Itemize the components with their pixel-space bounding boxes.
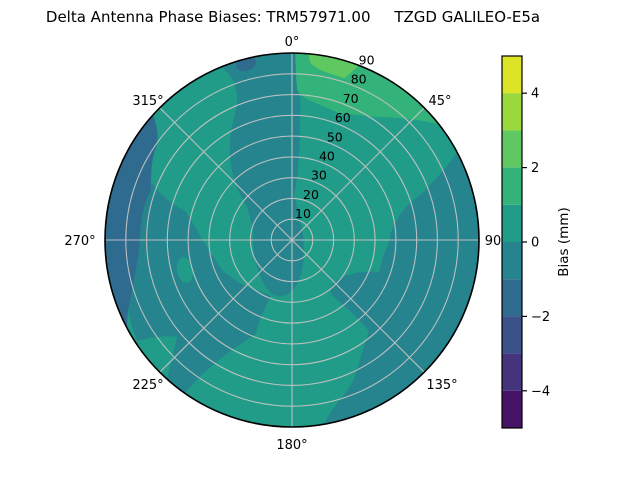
- elevation-label-60: 60: [335, 110, 351, 125]
- azimuth-label-45: 45°: [428, 94, 451, 109]
- colorbar-segment: [502, 353, 522, 391]
- polar-grid: [105, 53, 479, 427]
- colorbar-segment: [502, 316, 522, 354]
- colorbar-segment: [502, 93, 522, 131]
- colorbar-tick-4: 4: [531, 87, 539, 102]
- elevation-label-80: 80: [351, 72, 367, 87]
- colorbar-axis-label: Bias (mm): [556, 207, 572, 276]
- azimuth-label-270: 270°: [64, 234, 95, 249]
- elevation-label-20: 20: [303, 187, 319, 202]
- contour-region-west-bright-hole: [176, 257, 194, 283]
- azimuth-label-315: 315°: [132, 94, 163, 109]
- elevation-label-30: 30: [311, 168, 327, 183]
- elevation-label-40: 40: [319, 149, 335, 164]
- azimuth-label-225: 225°: [132, 378, 163, 393]
- colorbar-tick-0: 0: [531, 236, 539, 251]
- contour-region-east-outer: [324, 152, 479, 424]
- azimuth-tick-labels: 0° 45° 90 135° 180° 225° 270° 315°: [64, 35, 501, 453]
- colorbar-segment: [502, 242, 522, 280]
- colorbar-tick-neg4: −4: [531, 384, 550, 399]
- elevation-label-70: 70: [343, 91, 359, 106]
- contour-region-northeast-rim-sliver: [308, 53, 359, 79]
- colorbar-segment: [502, 56, 522, 94]
- colorbar-segment: [502, 390, 522, 428]
- colorbar-segments: [502, 56, 522, 428]
- contour-region-north-wedge: [222, 53, 304, 297]
- colorbar-segment: [502, 279, 522, 317]
- chart-title: Delta Antenna Phase Biases: TRM57971.00 …: [46, 8, 540, 26]
- colorbar-segment: [502, 204, 522, 242]
- azimuth-label-0: 0°: [285, 35, 300, 50]
- polar-outline: [104, 52, 480, 428]
- azimuth-label-90: 90: [485, 234, 502, 249]
- colorbar-segment: [502, 130, 522, 168]
- colorbar: 4 2 0 −2 −4 Bias (mm): [501, 55, 572, 429]
- elevation-tick-labels: 10 20 30 40 50 60 70 80 90: [295, 53, 375, 222]
- colorbar-tick-labels: 4 2 0 −2 −4: [531, 87, 550, 400]
- colorbar-tick-neg2: −2: [531, 310, 550, 325]
- colorbar-tick-marks: [522, 92, 527, 392]
- azimuth-label-135: 135°: [426, 378, 457, 393]
- azimuth-label-180: 180°: [276, 438, 307, 453]
- contour-region-southwest-rim-patch: [135, 336, 177, 379]
- colorbar-tick-2: 2: [531, 161, 539, 176]
- contour-region-west-rim-arc: [105, 114, 158, 328]
- elevation-label-90: 90: [359, 53, 375, 68]
- colorbar-segment: [502, 167, 522, 205]
- elevation-label-50: 50: [327, 129, 343, 144]
- elevation-label-10: 10: [295, 206, 311, 221]
- polar-contour-disk: [104, 52, 480, 428]
